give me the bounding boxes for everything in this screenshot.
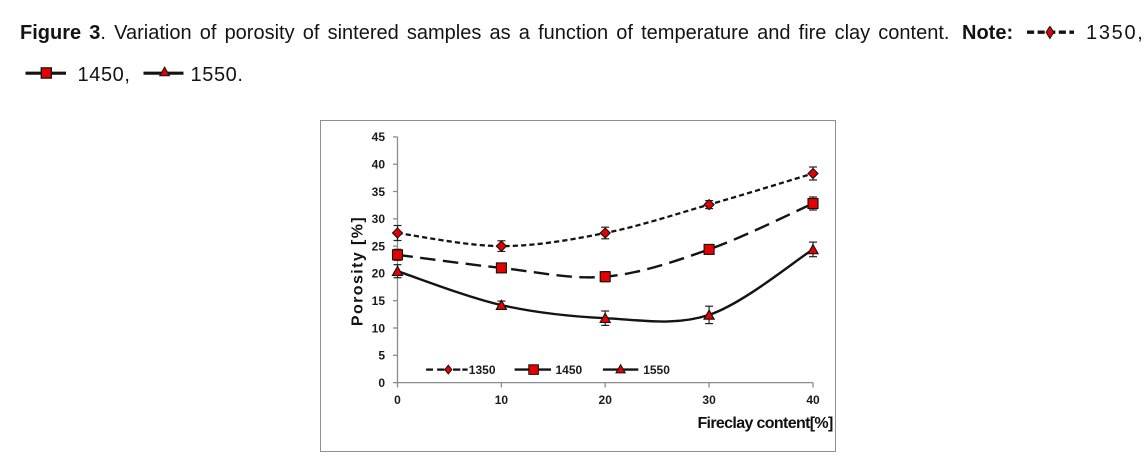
svg-text:35: 35 [372, 185, 386, 199]
svg-text:10: 10 [372, 321, 386, 335]
svg-text:1450: 1450 [556, 363, 583, 377]
svg-text:15: 15 [372, 294, 386, 308]
svg-text:40: 40 [806, 393, 820, 407]
svg-text:40: 40 [372, 158, 386, 172]
svg-text:45: 45 [372, 130, 386, 144]
svg-text:1550: 1550 [643, 363, 670, 377]
svg-text:30: 30 [372, 212, 386, 226]
svg-text:30: 30 [702, 393, 716, 407]
svg-text:5: 5 [378, 349, 385, 363]
svg-text:20: 20 [372, 267, 386, 281]
svg-text:0: 0 [378, 376, 385, 390]
svg-text:0: 0 [394, 393, 401, 407]
svg-text:1350: 1350 [469, 363, 496, 377]
svg-text:10: 10 [495, 393, 509, 407]
svg-text:Porosity [%]: Porosity [%] [349, 216, 366, 326]
svg-text:25: 25 [372, 239, 386, 253]
svg-text:20: 20 [599, 393, 613, 407]
svg-text:Fireclay content[%]: Fireclay content[%] [697, 415, 833, 432]
